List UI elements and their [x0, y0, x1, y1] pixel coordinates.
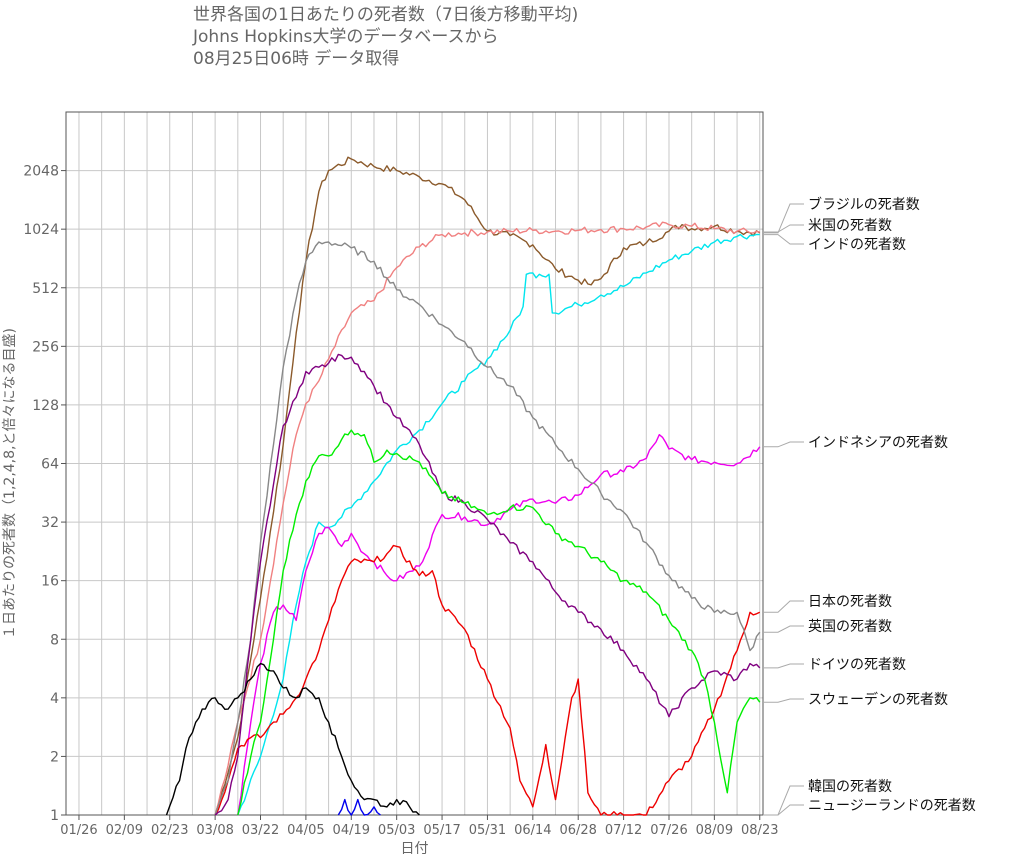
legend-connector	[763, 804, 804, 816]
series-line	[214, 221, 760, 816]
legend-connector	[763, 600, 804, 613]
x-tick-label: 05/17	[423, 823, 460, 838]
series-line	[165, 662, 420, 816]
x-tick-label: 05/03	[378, 823, 415, 838]
legend-connector	[763, 224, 804, 233]
y-tick-label: 64	[41, 457, 59, 473]
legend-label: インドの死者数	[808, 237, 906, 253]
legend-label: 米国の死者数	[808, 218, 892, 234]
legend: ブラジルの死者数米国の死者数インドの死者数インドネシアの死者数日本の死者数英国の…	[763, 196, 976, 816]
y-tick-label: 16	[41, 574, 59, 590]
x-tick-label: 08/23	[741, 823, 778, 838]
y-tick-label: 8	[50, 632, 59, 648]
legend-label: スウェーデンの死者数	[808, 691, 948, 708]
x-tick-label: 04/19	[333, 823, 370, 838]
x-tick-label: 04/05	[287, 823, 324, 838]
series-lines	[165, 156, 761, 816]
legend-connector	[763, 698, 804, 703]
legend-label: ニュージーランドの死者数	[808, 798, 976, 814]
x-axis-label: 日付	[401, 841, 429, 857]
x-tick-label: 03/08	[196, 823, 233, 838]
legend-connector	[763, 625, 804, 633]
title-line-3: Johns Hopkins大学のデータベースから	[193, 27, 499, 47]
legend-connector	[763, 234, 804, 245]
legend-label: インドネシアの死者数	[808, 435, 948, 451]
series-line	[214, 544, 761, 816]
legend-connector	[763, 203, 804, 234]
legend-connector	[763, 441, 804, 448]
x-tick-label: 02/09	[106, 823, 143, 838]
x-tick-label: 05/31	[469, 823, 506, 838]
title-line-1: 世界各国の1日あたりの死者数（7日後方移動平均)	[193, 5, 579, 25]
legend-label: 韓国の死者数	[808, 779, 892, 795]
y-axis: 1 2 4 8 16 32 64 128 256 512 1024 2048	[23, 164, 66, 824]
y-axis-label: １日あたりの死者数（1,2,4,8,と倍々になる目盛)	[2, 328, 18, 639]
y-tick-label: 2048	[23, 164, 59, 180]
x-tick-label: 01/26	[60, 823, 97, 838]
legend-label: 日本の死者数	[808, 594, 892, 610]
grid	[66, 112, 763, 816]
legend-label: ブラジルの死者数	[808, 196, 920, 213]
x-tick-label: 07/12	[605, 823, 642, 838]
series-line	[214, 241, 761, 816]
legend-label: 英国の死者数	[808, 618, 892, 635]
series-line	[214, 353, 761, 816]
y-tick-label: 32	[41, 515, 59, 531]
series-line	[237, 233, 760, 816]
x-tick-label: 03/22	[242, 823, 279, 838]
y-tick-label: 128	[32, 398, 59, 414]
y-tick-label: 4	[50, 691, 59, 707]
x-tick-label: 06/14	[514, 823, 551, 838]
series-line	[337, 798, 381, 816]
y-tick-label: 2	[50, 749, 59, 765]
x-tick-label: 07/26	[650, 823, 687, 838]
series-line	[237, 429, 761, 816]
y-tick-label: 1	[50, 808, 59, 824]
y-tick-label: 512	[32, 281, 59, 297]
legend-label: ドイツの死者数	[808, 657, 906, 673]
legend-connector	[763, 663, 804, 669]
y-tick-label: 256	[32, 339, 59, 355]
x-tick-label: 06/28	[559, 823, 596, 838]
x-tick-label: 02/23	[151, 823, 188, 838]
y-tick-label: 1024	[23, 222, 59, 238]
series-line	[237, 434, 761, 816]
x-axis: 01/26 02/09 02/23 03/08 03/22 04/05 04/19 05/03…	[60, 815, 778, 838]
chart-title: 世界各国の1日あたりの死者数（7日後方移動平均) Johns Hopkins大学…	[193, 4, 578, 70]
title-line-4: 08月25日06時 データ取得	[193, 49, 400, 69]
x-tick-label: 08/09	[696, 823, 733, 838]
